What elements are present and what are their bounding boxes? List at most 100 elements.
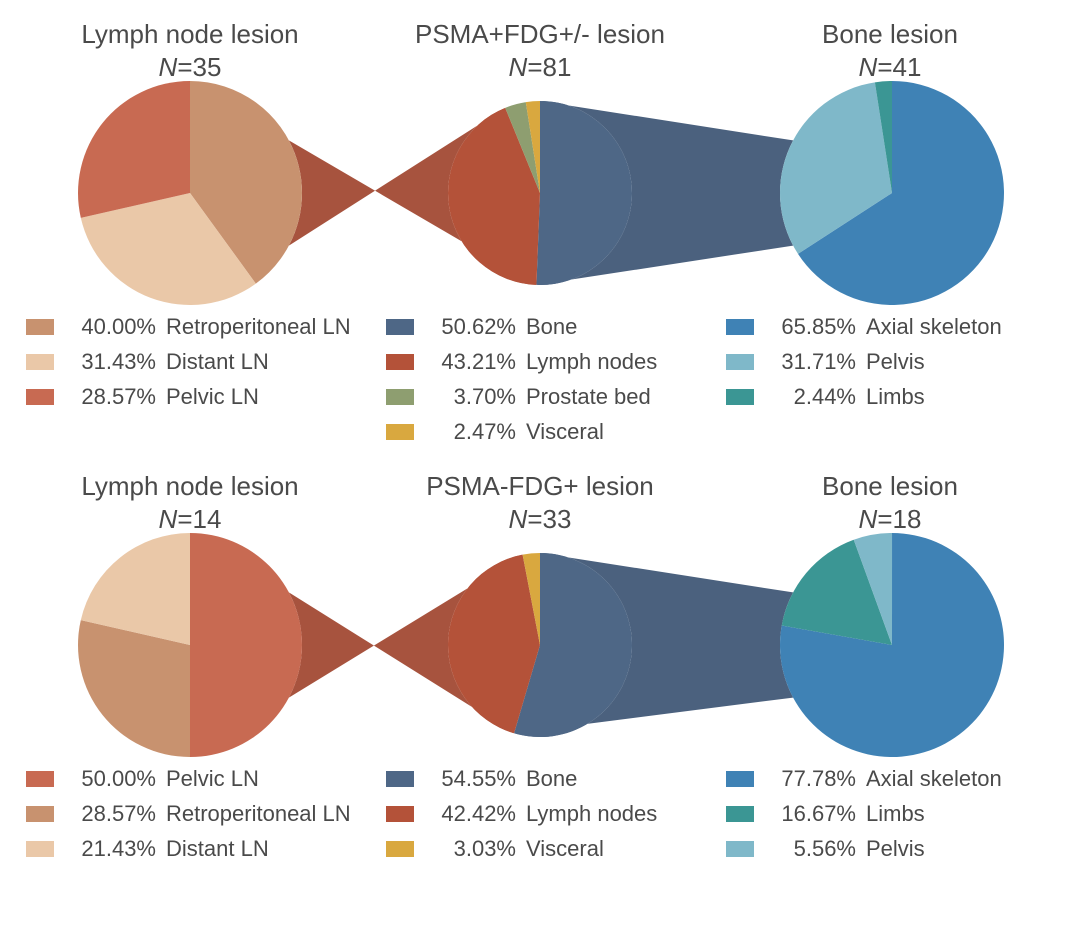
legend-item: 54.55%Bone bbox=[386, 762, 700, 795]
legend-item: 16.67% Limbs bbox=[726, 797, 1060, 830]
legend-swatch bbox=[726, 771, 754, 787]
legend-label: Distant LN bbox=[166, 345, 360, 378]
legend-label: Axial skeleton bbox=[866, 310, 1060, 343]
legend-label: Visceral bbox=[526, 415, 700, 448]
legend-percent: 28.57% bbox=[64, 797, 156, 830]
legend-item: 31.71% Pelvis bbox=[726, 345, 1060, 378]
legend-swatch bbox=[26, 319, 54, 335]
legend: 54.55%Bone42.42% Lymph nodes 3.03% Visceral bbox=[386, 762, 700, 867]
legend-percent: 43.21% bbox=[424, 345, 516, 378]
pie-chart bbox=[720, 78, 1060, 308]
chart-title: PSMA+FDG+/- lesionN=81 bbox=[380, 18, 700, 83]
legend-label: Pelvis bbox=[866, 832, 1060, 865]
legend-percent: 28.57% bbox=[64, 380, 156, 413]
legend-percent: 3.03% bbox=[424, 832, 516, 865]
legend-label: Retroperitoneal LN bbox=[166, 310, 360, 343]
chart-title-line1: PSMA+FDG+/- lesion bbox=[380, 18, 700, 51]
pie-chart bbox=[720, 530, 1060, 760]
legend-swatch bbox=[26, 841, 54, 857]
legend-swatch bbox=[26, 771, 54, 787]
legend-item: 65.85%Axial skeleton bbox=[726, 310, 1060, 343]
legend-item: 5.56% Pelvis bbox=[726, 832, 1060, 865]
legend-swatch bbox=[726, 806, 754, 822]
legend-swatch bbox=[386, 319, 414, 335]
legend-item: 3.70% Prostate bed bbox=[386, 380, 700, 413]
legend-percent: 40.00% bbox=[64, 310, 156, 343]
legend-swatch bbox=[386, 841, 414, 857]
legend-percent: 77.78% bbox=[764, 762, 856, 795]
legend-swatch bbox=[386, 771, 414, 787]
legend-item: 28.57% Pelvic LN bbox=[26, 380, 360, 413]
legend-swatch bbox=[386, 424, 414, 440]
legend-label: Axial skeleton bbox=[866, 762, 1060, 795]
pie-chart bbox=[20, 78, 360, 308]
legend-label: Pelvis bbox=[866, 345, 1060, 378]
pie-wrap bbox=[720, 530, 1060, 765]
legend-percent: 31.71% bbox=[764, 345, 856, 378]
legend-label: Retroperitoneal LN bbox=[166, 797, 360, 830]
legend-swatch bbox=[26, 389, 54, 405]
legend: 50.62% Bone 43.21% Lymph nodes 3.70% Prostate… bbox=[386, 310, 700, 450]
chart-title-line1: Lymph node lesion bbox=[20, 470, 360, 503]
chart-row: Lymph node lesionN=35 40.00% Retroperitone… bbox=[0, 18, 1080, 478]
legend-label: Bone bbox=[526, 310, 700, 343]
n-italic: N bbox=[159, 52, 178, 82]
pie-wrap bbox=[720, 78, 1060, 313]
n-value: =18 bbox=[877, 504, 921, 534]
legend-item: 21.43% Distant LN bbox=[26, 832, 360, 865]
n-italic: N bbox=[859, 504, 878, 534]
legend-item: 50.62% Bone bbox=[386, 310, 700, 343]
n-value: =35 bbox=[177, 52, 221, 82]
legend-label: Lymph nodes bbox=[526, 345, 700, 378]
chart-title: Lymph node lesionN=35 bbox=[20, 18, 360, 83]
pie-wrap bbox=[380, 530, 700, 765]
legend-swatch bbox=[386, 389, 414, 405]
chart-title-line1: Bone lesion bbox=[720, 18, 1060, 51]
legend-item: 77.78% Axial skeleton bbox=[726, 762, 1060, 795]
pie-chart bbox=[20, 530, 360, 760]
legend-label: Lymph nodes bbox=[526, 797, 700, 830]
legend-swatch bbox=[726, 354, 754, 370]
legend-item: 2.47% Visceral bbox=[386, 415, 700, 448]
legend-label: Visceral bbox=[526, 832, 700, 865]
legend: 50.00%Pelvic LN28.57%Retroperitoneal LN2… bbox=[26, 762, 360, 867]
legend-label: Pelvic LN bbox=[166, 762, 360, 795]
legend-label: Prostate bed bbox=[526, 380, 700, 413]
legend-item: 28.57% Retroperitoneal LN bbox=[26, 797, 360, 830]
legend-percent: 5.56% bbox=[764, 832, 856, 865]
legend-percent: 50.62% bbox=[424, 310, 516, 343]
legend-label: Distant LN bbox=[166, 832, 360, 865]
pie-slice bbox=[536, 101, 632, 285]
legend-swatch bbox=[386, 354, 414, 370]
legend-percent: 50.00% bbox=[64, 762, 156, 795]
legend-swatch bbox=[26, 354, 54, 370]
legend-percent: 2.44% bbox=[764, 380, 856, 413]
legend-item: 31.43%Distant LN bbox=[26, 345, 360, 378]
n-value: =41 bbox=[877, 52, 921, 82]
legend-item: 42.42% Lymph nodes bbox=[386, 797, 700, 830]
pie-wrap bbox=[20, 78, 360, 313]
chart-title: Bone lesionN=18 bbox=[720, 470, 1060, 535]
n-value: =33 bbox=[527, 504, 571, 534]
legend-percent: 21.43% bbox=[64, 832, 156, 865]
pie-slice bbox=[190, 533, 302, 757]
legend-label: Limbs bbox=[866, 380, 1060, 413]
legend-item: 2.44% Limbs bbox=[726, 380, 1060, 413]
legend-percent: 42.42% bbox=[424, 797, 516, 830]
n-italic: N bbox=[859, 52, 878, 82]
legend-percent: 2.47% bbox=[424, 415, 516, 448]
pie-wrap bbox=[380, 78, 700, 313]
legend-swatch bbox=[386, 806, 414, 822]
n-italic: N bbox=[509, 504, 528, 534]
chart-title-line1: Bone lesion bbox=[720, 470, 1060, 503]
pie-wrap bbox=[20, 530, 360, 765]
legend-item: 3.03% Visceral bbox=[386, 832, 700, 865]
legend-label: Pelvic LN bbox=[166, 380, 360, 413]
legend-percent: 3.70% bbox=[424, 380, 516, 413]
legend: 65.85%Axial skeleton31.71% Pelvis 2.44% Lim… bbox=[726, 310, 1060, 415]
legend-label: Limbs bbox=[866, 797, 1060, 830]
legend-percent: 16.67% bbox=[764, 797, 856, 830]
legend-item: 43.21% Lymph nodes bbox=[386, 345, 700, 378]
chart-title: Bone lesionN=41 bbox=[720, 18, 1060, 83]
legend-swatch bbox=[726, 319, 754, 335]
